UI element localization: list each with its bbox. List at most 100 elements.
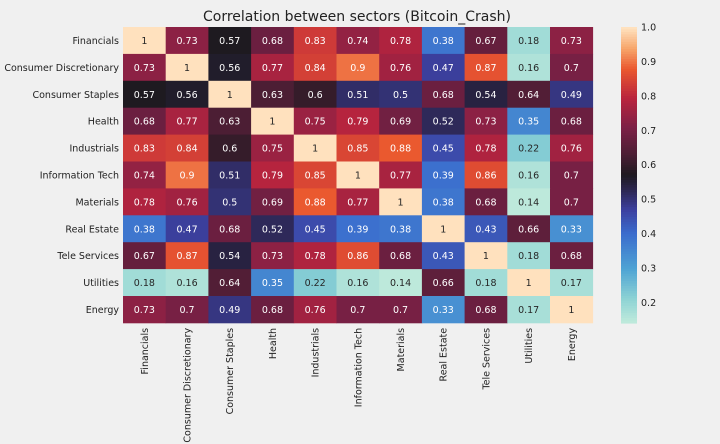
cell-value-label: 0.43 bbox=[433, 251, 454, 262]
heatmap-cell bbox=[507, 134, 551, 162]
cell-value-label: 0.68 bbox=[561, 117, 582, 128]
cell-value-label: 0.77 bbox=[347, 197, 368, 208]
heatmap-cell bbox=[379, 161, 423, 189]
cell-value-label: 1 bbox=[227, 90, 233, 101]
colorbar-segment bbox=[621, 88, 637, 92]
colorbar-tick-label: 1.0 bbox=[641, 23, 656, 34]
colorbar-segment bbox=[621, 310, 637, 314]
heatmap-cell bbox=[507, 107, 551, 135]
heatmap-cell bbox=[208, 269, 252, 297]
colorbar-segment bbox=[621, 175, 637, 179]
cell-value-label: 0.68 bbox=[219, 224, 240, 235]
column-tick-label: Consumer Discretionary bbox=[183, 328, 194, 443]
cell-value-label: 0.22 bbox=[305, 278, 326, 289]
colorbar-segment bbox=[621, 27, 637, 31]
heatmap-cell bbox=[123, 53, 167, 82]
colorbar-segment bbox=[621, 49, 637, 53]
colorbar-segment bbox=[621, 105, 637, 109]
colorbar-segment bbox=[621, 66, 637, 70]
heatmap-cell bbox=[165, 80, 209, 109]
cell-value-label: 0.73 bbox=[176, 36, 197, 47]
cell-value-label: 0.9 bbox=[350, 63, 365, 74]
heatmap-cell bbox=[421, 242, 465, 270]
cell-value-label: 0.88 bbox=[305, 197, 326, 208]
colorbar-segment bbox=[621, 98, 637, 102]
heatmap-cell bbox=[293, 188, 337, 216]
colorbar-segment bbox=[621, 219, 637, 223]
cell-value-label: 0.18 bbox=[518, 36, 539, 47]
colorbar-segment bbox=[621, 266, 637, 270]
colorbar-segment bbox=[621, 125, 637, 129]
heatmap-cell bbox=[165, 161, 209, 189]
colorbar-segment bbox=[621, 184, 637, 188]
heatmap-cell bbox=[336, 188, 380, 216]
cell-value-label: 0.38 bbox=[134, 224, 155, 235]
heatmap-cell bbox=[336, 134, 380, 162]
colorbar-segment bbox=[621, 172, 637, 176]
cell-value-label: 0.73 bbox=[134, 305, 155, 316]
colorbar-segment bbox=[621, 128, 637, 132]
cell-value-label: 0.51 bbox=[347, 90, 368, 101]
colorbar-segment bbox=[621, 138, 637, 142]
cell-value-label: 0.16 bbox=[176, 278, 197, 289]
colorbar-segment bbox=[621, 123, 637, 127]
heatmap-cell bbox=[123, 188, 167, 216]
heatmap-cell bbox=[421, 27, 465, 55]
cell-value-label: 0.64 bbox=[219, 278, 240, 289]
heatmap-cell bbox=[251, 242, 295, 270]
heatmap-cell bbox=[165, 242, 209, 270]
colorbar-segment bbox=[621, 46, 637, 50]
colorbar-segment bbox=[621, 253, 637, 257]
cell-value-label: 0.16 bbox=[347, 278, 368, 289]
colorbar-segment bbox=[621, 83, 637, 87]
cell-value-label: 0.9 bbox=[179, 170, 194, 181]
heatmap-cell bbox=[293, 242, 337, 270]
cell-value-label: 1 bbox=[440, 224, 446, 235]
heatmap-cell bbox=[550, 80, 594, 109]
row-tick-label: Materials bbox=[75, 197, 119, 208]
cell-value-label: 0.47 bbox=[433, 63, 454, 74]
cell-value-label: 0.74 bbox=[347, 36, 368, 47]
heatmap-cell bbox=[507, 269, 551, 297]
row-tick-label: Tele Services bbox=[56, 251, 119, 262]
row-tick-label: Consumer Staples bbox=[32, 90, 119, 101]
cell-value-label: 0.57 bbox=[134, 90, 155, 101]
cell-value-label: 0.68 bbox=[262, 305, 283, 316]
colorbar-tick-label: 0.3 bbox=[641, 263, 656, 274]
heatmap-cell bbox=[421, 269, 465, 297]
heatmap-cell bbox=[464, 107, 508, 135]
heatmap-cell bbox=[507, 80, 551, 109]
row-tick-label: Financials bbox=[72, 36, 119, 47]
row-tick-label: Health bbox=[88, 117, 119, 128]
cell-value-label: 0.56 bbox=[176, 90, 197, 101]
cell-value-label: 0.69 bbox=[262, 197, 283, 208]
heatmap-cell bbox=[507, 27, 551, 55]
colorbar-segment bbox=[621, 160, 637, 164]
heatmap-cell bbox=[165, 269, 209, 297]
cell-value-label: 0.76 bbox=[561, 144, 582, 155]
column-tick-label: Materials bbox=[396, 328, 407, 372]
cell-value-label: 0.52 bbox=[433, 117, 454, 128]
colorbar-segment bbox=[621, 209, 637, 213]
column-tick-label: Industrials bbox=[311, 328, 322, 378]
cell-value-label: 0.83 bbox=[305, 36, 326, 47]
cell-value-label: 0.7 bbox=[179, 305, 194, 316]
cell-value-label: 0.68 bbox=[475, 197, 496, 208]
colorbar-segment bbox=[621, 96, 637, 100]
row-tick-label: Information Tech bbox=[40, 170, 119, 181]
heatmap-cell bbox=[507, 53, 551, 82]
colorbar-segment bbox=[621, 231, 637, 235]
heatmap-cell bbox=[208, 188, 252, 216]
cell-value-label: 0.75 bbox=[305, 117, 326, 128]
cell-value-label: 1 bbox=[355, 170, 361, 181]
cell-value-label: 0.74 bbox=[134, 170, 155, 181]
heatmap-cell bbox=[464, 53, 508, 82]
heatmap-cell bbox=[251, 134, 295, 162]
cell-value-label: 0.68 bbox=[475, 305, 496, 316]
cell-value-label: 0.38 bbox=[433, 36, 454, 47]
heatmap-cell bbox=[550, 269, 594, 297]
heatmap-cell bbox=[550, 215, 594, 243]
heatmap-cell bbox=[251, 107, 295, 135]
cell-value-label: 0.68 bbox=[262, 36, 283, 47]
cell-value-label: 0.38 bbox=[433, 197, 454, 208]
